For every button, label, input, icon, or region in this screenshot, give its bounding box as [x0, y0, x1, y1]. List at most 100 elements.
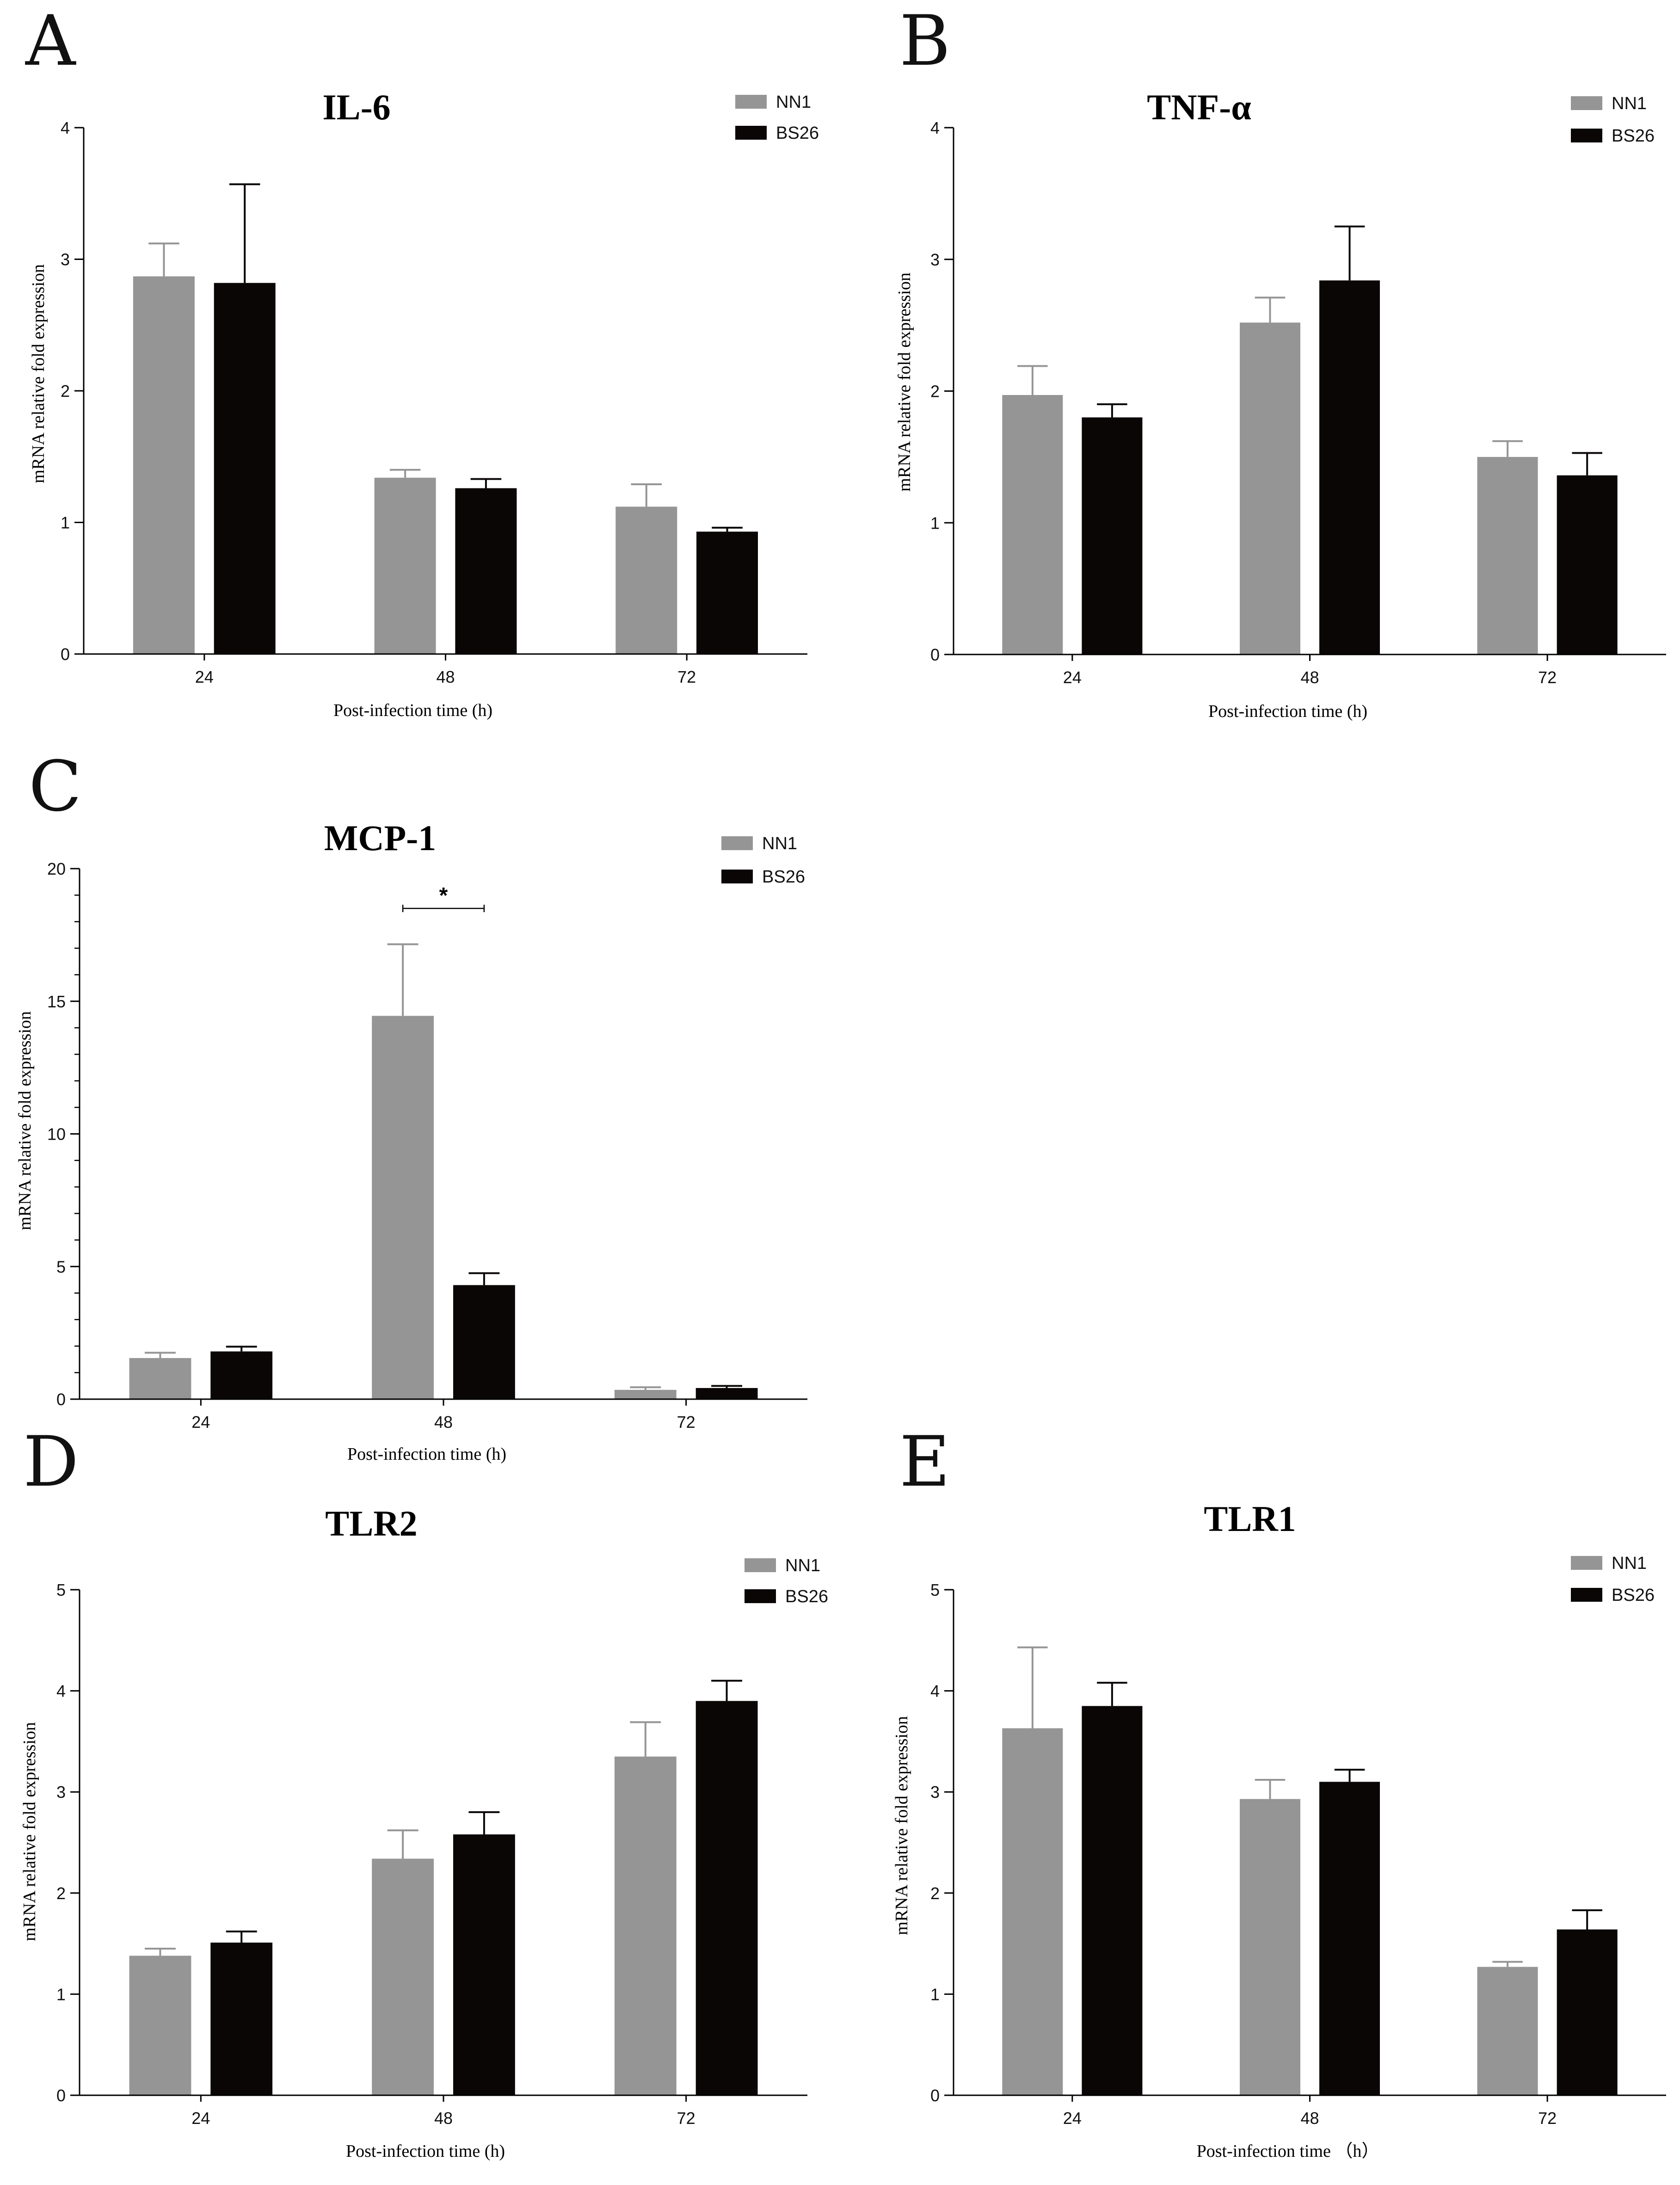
legend-swatch-nn1 — [735, 95, 767, 109]
y-tick-label: 4 — [930, 118, 940, 137]
x-axis-label: Post-infection time （h） — [1197, 2142, 1379, 2161]
y-tick-label: 3 — [930, 250, 940, 269]
x-axis-label: Post-infection time (h) — [333, 701, 492, 720]
panel-a: A IL-6 Post-infection time (h) mRNA rela… — [25, 1, 819, 720]
legend-swatch-nn1 — [1571, 96, 1602, 110]
panel-letter: A — [25, 1, 76, 81]
x-tick-label: 72 — [677, 2109, 695, 2128]
legend-swatch-bs26 — [1571, 129, 1602, 142]
bar-nn1-24 — [133, 276, 195, 654]
legend-swatch-nn1 — [745, 1558, 776, 1572]
bar-bs26-24 — [210, 1351, 273, 1399]
panel-b: B TNF-α Post-infection time (h) mRNA rel… — [895, 1, 1666, 721]
bar-bs26-48 — [453, 1834, 515, 2095]
bar-bs26-72 — [1557, 475, 1618, 654]
panel-letter: E — [899, 1422, 950, 1502]
bar-bs26-72 — [695, 1388, 758, 1399]
legend-label-nn1: NN1 — [785, 1556, 820, 1575]
x-tick-label: 48 — [1300, 668, 1319, 687]
legend-swatch-bs26 — [735, 126, 767, 140]
y-tick-label: 3 — [61, 250, 70, 269]
legend: NN1 BS26 — [745, 1556, 828, 1606]
bar-bs26-72 — [1557, 1929, 1618, 2095]
legend: NN1 BS26 — [735, 93, 819, 143]
legend-label-bs26: BS26 — [1612, 126, 1655, 146]
y-tick-label: 3 — [56, 1783, 66, 1802]
bar-nn1-72 — [614, 1389, 677, 1399]
legend-label-bs26: BS26 — [776, 123, 819, 143]
y-tick-label: 0 — [930, 645, 940, 664]
x-tick-label: 24 — [191, 1413, 210, 1432]
bar-nn1-24 — [129, 1358, 191, 1399]
bar-bs26-24 — [1082, 417, 1143, 654]
panel-e: E TLR1 Post-infection time （h） mRNA rela… — [892, 1422, 1666, 2161]
bar-nn1-24 — [1002, 395, 1063, 654]
y-tick-label: 2 — [930, 1884, 940, 1903]
x-tick-label: 48 — [434, 2109, 453, 2128]
bar-bs26-48 — [453, 1285, 515, 1399]
x-tick-label: 48 — [434, 1413, 453, 1432]
legend-label-nn1: NN1 — [776, 93, 811, 112]
significance-marker: * — [439, 883, 448, 908]
legend-label-nn1: NN1 — [1612, 1554, 1647, 1573]
x-tick-label: 72 — [677, 1413, 695, 1432]
y-tick-label: 2 — [56, 1884, 66, 1903]
y-tick-label: 0 — [56, 1390, 66, 1409]
y-axis-label: mRNA relative fold expression — [15, 1011, 35, 1230]
y-tick-label: 5 — [930, 1580, 940, 1599]
bar-nn1-72 — [1477, 457, 1538, 654]
bar-nn1-72 — [615, 506, 677, 654]
x-axis-label: Post-infection time (h) — [1208, 702, 1367, 721]
bar-bs26-48 — [1319, 280, 1380, 654]
x-tick-label: 48 — [436, 667, 455, 686]
x-tick-label: 24 — [195, 667, 214, 686]
y-axis-label: mRNA relative fold expression — [29, 264, 48, 483]
y-tick-label: 4 — [930, 1682, 940, 1701]
y-tick-label: 4 — [56, 1682, 66, 1701]
plot-area: 24 48 72 0 1 2 3 4 — [930, 118, 1666, 687]
y-tick-label: 4 — [61, 118, 70, 137]
panel-letter: D — [23, 1422, 79, 1502]
legend-swatch-nn1 — [1571, 1556, 1602, 1570]
y-tick-label: 3 — [930, 1783, 940, 1802]
x-tick-label: 24 — [1063, 2109, 1082, 2128]
panel-c: C MCP-1 Post-infection time (h) mRNA rel… — [15, 747, 807, 1464]
legend: NN1 BS26 — [721, 834, 805, 887]
bar-bs26-24 — [210, 1942, 273, 2095]
y-tick-label: 2 — [61, 382, 70, 401]
chart-title: TLR2 — [325, 1503, 417, 1543]
legend: NN1 BS26 — [1571, 1554, 1655, 1605]
bar-nn1-48 — [372, 1858, 434, 2095]
y-axis-label: mRNA relative fold expression — [20, 1722, 39, 1941]
x-tick-label: 24 — [191, 2109, 210, 2128]
bar-nn1-48 — [1240, 322, 1300, 654]
bar-nn1-48 — [374, 477, 436, 654]
y-tick-label: 1 — [61, 513, 70, 532]
legend-label-nn1: NN1 — [762, 834, 797, 853]
y-tick-label: 10 — [47, 1125, 66, 1144]
plot-area: 24 48 72 0 5 10 15 20 * — [47, 859, 807, 1432]
legend: NN1 BS26 — [1571, 94, 1655, 146]
bar-bs26-24 — [1082, 1706, 1143, 2095]
y-tick-label: 5 — [56, 1257, 66, 1276]
chart-title: MCP-1 — [324, 818, 437, 858]
plot-area: 24 48 72 0 1 2 3 4 5 — [930, 1580, 1666, 2128]
y-tick-label: 5 — [56, 1580, 66, 1599]
bar-nn1-72 — [1477, 1967, 1538, 2095]
bar-bs26-24 — [214, 283, 276, 654]
y-tick-label: 20 — [47, 859, 66, 878]
y-tick-label: 1 — [56, 1985, 66, 2004]
legend-label-bs26: BS26 — [1612, 1586, 1655, 1605]
plot-area: 24 48 72 0 1 2 3 4 — [61, 118, 807, 686]
y-tick-label: 0 — [61, 645, 70, 664]
x-tick-label: 72 — [677, 667, 696, 686]
bar-nn1-24 — [129, 1956, 191, 2095]
bar-nn1-48 — [372, 1016, 434, 1399]
y-tick-label: 2 — [930, 382, 940, 401]
legend-swatch-bs26 — [745, 1589, 776, 1603]
legend-label-bs26: BS26 — [785, 1587, 828, 1606]
y-tick-label: 0 — [930, 2086, 940, 2105]
chart-title: IL-6 — [322, 87, 390, 127]
bar-bs26-48 — [455, 488, 517, 654]
panel-letter: C — [29, 747, 82, 827]
